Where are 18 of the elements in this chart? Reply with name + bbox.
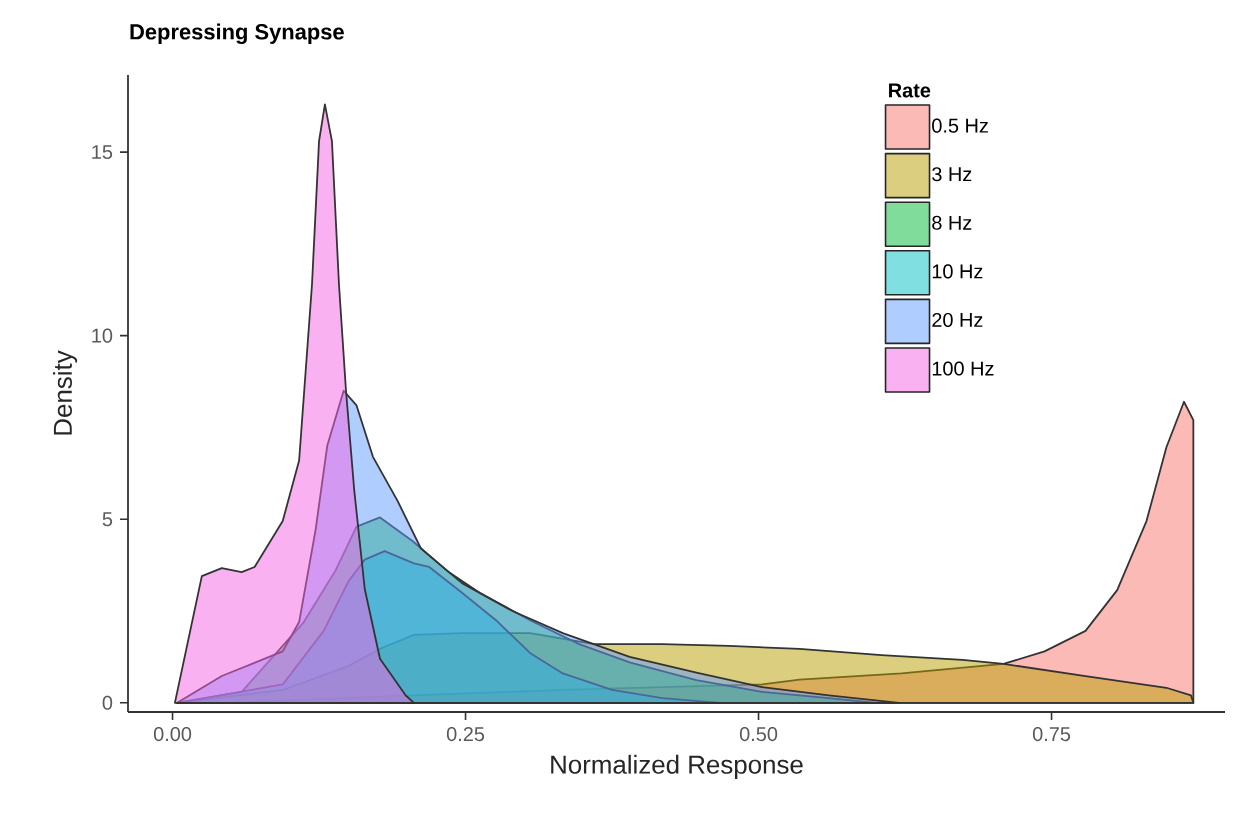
y-tick-label: 15 — [92, 145, 113, 160]
x-tick-label: 0.25 — [446, 727, 485, 742]
y-tick-label: 5 — [102, 512, 113, 527]
legend-title: Rate — [889, 83, 931, 98]
legend-label: 0.5 Hz — [932, 118, 988, 133]
y-tick-label: 10 — [92, 328, 113, 343]
x-axis-title: Normalized Response — [551, 754, 803, 779]
x-tick-label: 0.50 — [739, 727, 778, 742]
y-axis-title: Density — [52, 350, 78, 435]
legend-label: 8 Hz — [932, 215, 972, 230]
x-tick-label: 0.75 — [1032, 727, 1071, 742]
legend-label: 10 Hz — [932, 264, 983, 279]
legend-label: 3 Hz — [932, 167, 972, 182]
x-tick-label: 0.00 — [153, 727, 192, 742]
legend-label: 20 Hz — [932, 312, 983, 328]
legend-label: 100 Hz — [932, 361, 994, 376]
chart-title: Depressing Synapse — [130, 23, 344, 45]
y-tick-label: 0 — [102, 695, 113, 710]
